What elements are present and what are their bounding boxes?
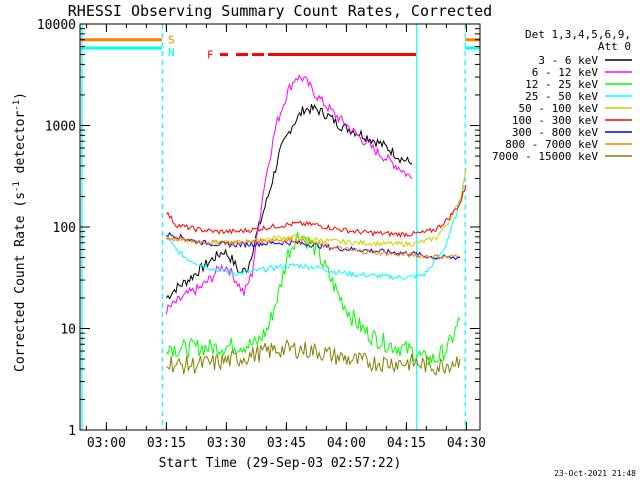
series-line-50-100-kev bbox=[165, 168, 467, 248]
x-tick-label: 03:15 bbox=[147, 436, 186, 451]
y-tick-label: 1000 bbox=[45, 120, 76, 135]
flag-s-label: S bbox=[168, 34, 175, 47]
x-tick-label: 03:00 bbox=[87, 436, 126, 451]
x-tick-label: 04:00 bbox=[327, 436, 366, 451]
x-tick-label: 03:30 bbox=[207, 436, 246, 451]
series-line-12-25-kev bbox=[165, 230, 461, 366]
x-tick-label: 04:15 bbox=[387, 436, 426, 451]
series-line-25-50-kev bbox=[165, 184, 465, 281]
y-tick-label: 10000 bbox=[37, 18, 76, 33]
legend-label: 12 - 25 keV bbox=[525, 78, 598, 91]
generated-timestamp: 23-Oct-2021 21:48 bbox=[554, 469, 636, 478]
series-line-800-7000-kev bbox=[166, 235, 461, 261]
flag-n-label: N bbox=[168, 46, 175, 59]
chart-title: RHESSI Observing Summary Count Rates, Co… bbox=[68, 2, 492, 20]
flag-f-label: F bbox=[207, 49, 214, 62]
series-line-6-12-kev bbox=[165, 74, 413, 315]
x-axis-label: Start Time (29-Sep-03 02:57:22) bbox=[159, 456, 402, 471]
legend-header-detectors: Det 1,3,4,5,6,9, bbox=[525, 28, 631, 41]
y-tick-label: 10 bbox=[60, 323, 76, 338]
legend-label: 50 - 100 keV bbox=[519, 102, 599, 115]
series-line-3-6-kev bbox=[165, 103, 413, 300]
legend-label: 300 - 800 keV bbox=[512, 126, 598, 139]
legend-label: 25 - 50 keV bbox=[525, 90, 598, 103]
series-line-100-300-kev bbox=[166, 184, 467, 238]
x-tick-label: 04:30 bbox=[447, 436, 486, 451]
legend-label: 6 - 12 keV bbox=[532, 66, 599, 79]
y-tick-label: 1 bbox=[68, 424, 76, 439]
legend-header-attenuator: Att 0 bbox=[598, 40, 631, 53]
legend-label: 3 - 6 keV bbox=[538, 54, 598, 67]
y-tick-label: 100 bbox=[53, 221, 76, 236]
series-line-7000-15000-kev bbox=[166, 338, 461, 376]
y-axis-label: Corrected Count Rate (s-1 detector-1) bbox=[12, 92, 28, 372]
legend-label: 7000 - 15000 keV bbox=[492, 150, 598, 163]
x-tick-label: 03:45 bbox=[267, 436, 306, 451]
legend-label: 800 - 7000 keV bbox=[505, 138, 598, 151]
legend-label: 100 - 300 keV bbox=[512, 114, 598, 127]
